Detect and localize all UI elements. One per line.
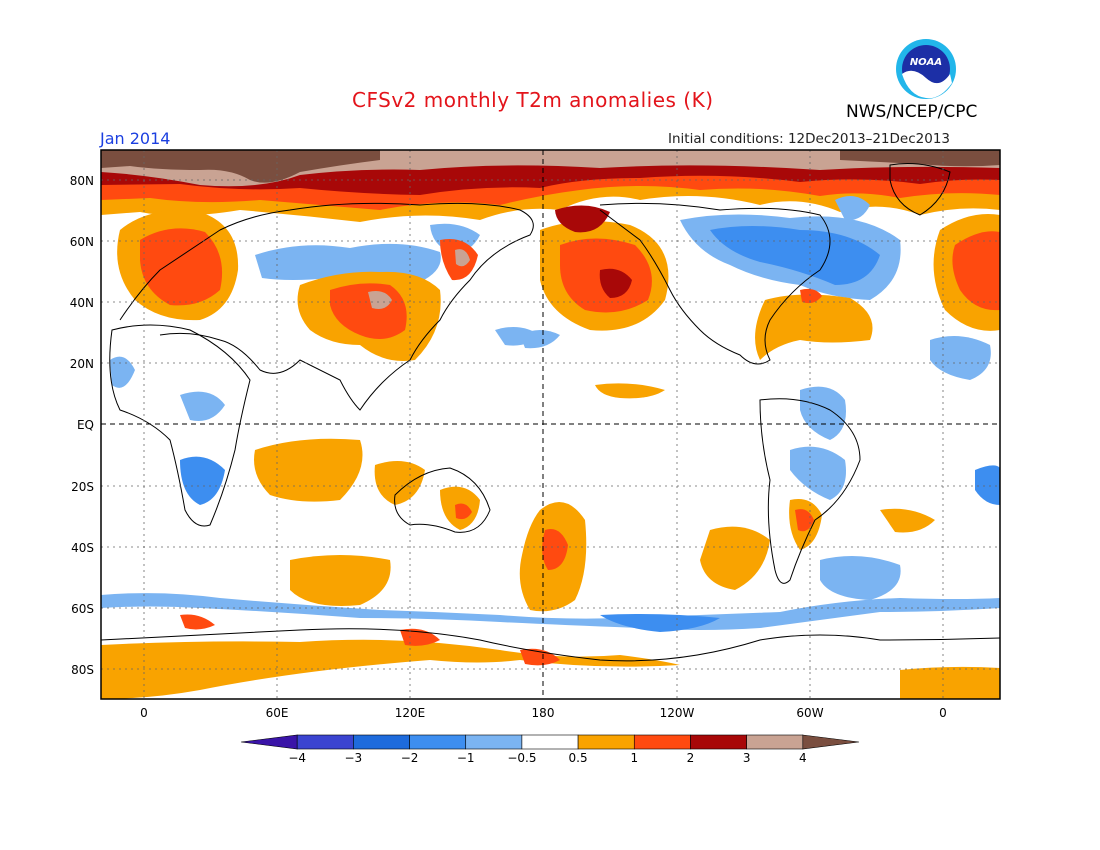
noaa-logo-icon: NOAA	[896, 39, 956, 99]
svg-text:NOAA: NOAA	[910, 57, 942, 68]
map-title: CFSv2 monthly T2m anomalies (K)	[352, 88, 714, 112]
equator-dateline	[101, 150, 1000, 699]
lat-label: 80N	[70, 174, 94, 188]
colorbar-arrow-high	[802, 734, 860, 750]
colorbar-swatch	[577, 734, 635, 750]
initial-conditions-label: Initial conditions: 12Dec2013–21Dec2013	[668, 131, 951, 147]
colorbar-swatch	[465, 734, 523, 750]
colorbar-swatch	[633, 734, 691, 750]
lat-label: 20N	[70, 357, 94, 371]
colorbar-label: −2	[401, 751, 419, 765]
valid-month-label: Jan 2014	[100, 129, 171, 148]
colorbar-swatch	[353, 734, 410, 750]
colorbar-swatch	[690, 734, 747, 750]
colorbar-label: 3	[743, 751, 751, 765]
lat-label: 60S	[71, 602, 94, 616]
colorbar: −4 −3 −2 −1 −0.5 0.5 1 2 3 4	[240, 734, 860, 765]
gridlines	[101, 150, 1000, 699]
colorbar-swatch	[409, 734, 467, 750]
lon-label: 60E	[266, 706, 289, 720]
lon-label: 0	[140, 706, 148, 720]
colorbar-label: 1	[630, 751, 638, 765]
colorbar-swatch	[296, 734, 354, 750]
colorbar-arrow-low	[240, 734, 298, 750]
lon-label: 120E	[395, 706, 426, 720]
latitude-labels: 80N 60N 40N 20N EQ 20S 40S 60S 80S	[70, 174, 94, 677]
coastlines	[101, 163, 1000, 662]
colorbar-swatch	[746, 734, 804, 750]
lon-label: 0	[939, 706, 947, 720]
lon-label: 60W	[796, 706, 823, 720]
colorbar-label: −4	[288, 751, 306, 765]
agency-label: NWS/NCEP/CPC	[846, 102, 978, 122]
map-frame	[100, 149, 1001, 700]
colorbar-label: −1	[457, 751, 475, 765]
lon-label: 180	[532, 706, 555, 720]
colorbar-label: 4	[799, 751, 807, 765]
lat-label: 40N	[70, 296, 94, 310]
lat-label: 20S	[71, 480, 94, 494]
lon-label: 120W	[660, 706, 695, 720]
colorbar-label: 0.5	[569, 751, 588, 765]
lat-label: 60N	[70, 235, 94, 249]
colorbar-label: −3	[345, 751, 363, 765]
longitude-labels: 0 60E 120E 180 120W 60W 0	[140, 706, 947, 720]
lat-label: EQ	[77, 418, 94, 432]
colorbar-swatch	[521, 734, 579, 750]
lat-label: 80S	[71, 663, 94, 677]
colorbar-label: −0.5	[507, 751, 536, 765]
colorbar-label: 2	[687, 751, 695, 765]
lat-label: 40S	[71, 541, 94, 555]
anomaly-field	[101, 150, 1000, 699]
